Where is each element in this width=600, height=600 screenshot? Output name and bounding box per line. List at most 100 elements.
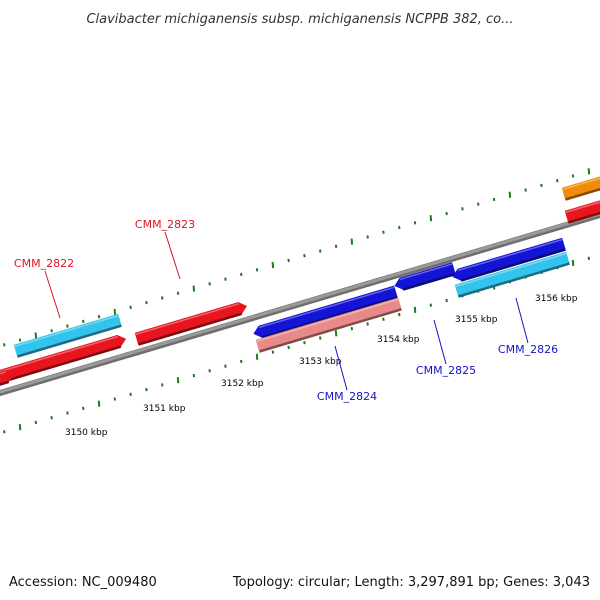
tick-label: 3152 kbp bbox=[221, 379, 264, 389]
tick-mark bbox=[161, 296, 164, 300]
tick-mark bbox=[66, 411, 69, 415]
tick-mark bbox=[508, 191, 512, 198]
tick-mark bbox=[398, 225, 401, 230]
tick-mark bbox=[587, 256, 591, 260]
tick-mark bbox=[255, 353, 259, 360]
accession-text: Accession: NC_009480 bbox=[9, 575, 157, 590]
gene-feature[interactable] bbox=[452, 237, 566, 282]
tick-label: 3156 kbp bbox=[535, 294, 578, 304]
gene-label[interactable]: CMM_2823 bbox=[135, 218, 195, 280]
gene-feature[interactable] bbox=[0, 370, 15, 386]
tick-mark bbox=[82, 319, 85, 324]
gene-label-text: CMM_2826 bbox=[498, 343, 558, 356]
gene-feature[interactable] bbox=[0, 334, 127, 383]
tick-mark bbox=[192, 373, 196, 378]
tick-mark bbox=[18, 338, 22, 342]
gene-feature[interactable] bbox=[454, 251, 570, 298]
tick-mark bbox=[413, 306, 417, 313]
tick-mark bbox=[350, 326, 354, 331]
tick-mark bbox=[50, 329, 53, 333]
tick-mark bbox=[271, 350, 275, 354]
tick-mark bbox=[366, 322, 369, 326]
tick-mark bbox=[445, 211, 448, 216]
tick-mark bbox=[382, 230, 385, 234]
tick-mark bbox=[413, 221, 417, 225]
gene-label-text: CMM_2824 bbox=[317, 390, 377, 403]
tick-mark bbox=[319, 249, 322, 253]
tick-mark bbox=[319, 336, 322, 340]
tick-mark bbox=[145, 300, 148, 305]
tick-mark bbox=[176, 377, 180, 384]
tick-mark bbox=[303, 254, 306, 258]
tick-mark bbox=[287, 345, 290, 350]
tick-mark bbox=[556, 179, 559, 183]
tick-mark bbox=[350, 238, 354, 245]
gene-label[interactable]: CMM_2822 bbox=[14, 257, 74, 319]
tick-mark bbox=[429, 303, 433, 307]
tick-mark bbox=[240, 272, 243, 277]
gene-label-text: CMM_2822 bbox=[14, 257, 74, 270]
tick-mark bbox=[287, 258, 290, 263]
tick-labels: 3150 kbp 3151 kbp 3152 kbp 3153 kbp 3154 kbp… bbox=[65, 294, 578, 438]
tick-mark bbox=[461, 207, 464, 211]
tick-mark bbox=[477, 202, 480, 206]
tick-mark bbox=[3, 430, 6, 434]
gene-label-text: CMM_2823 bbox=[135, 218, 195, 231]
tick-mark bbox=[97, 400, 101, 407]
tick-mark bbox=[208, 369, 211, 373]
tick-mark bbox=[571, 259, 575, 267]
tick-mark bbox=[429, 215, 433, 222]
tick-mark bbox=[97, 315, 101, 319]
backbone-line bbox=[0, 211, 600, 397]
gene-label[interactable]: CMM_2826 bbox=[498, 297, 558, 356]
gene-feature[interactable] bbox=[561, 175, 600, 201]
tick-mark bbox=[398, 312, 401, 317]
tick-mark bbox=[224, 364, 227, 368]
tick-label: 3153 kbp bbox=[299, 357, 342, 367]
tick-mark bbox=[129, 305, 132, 309]
tick-mark bbox=[161, 383, 164, 387]
tick-mark bbox=[445, 298, 448, 303]
tick-mark bbox=[113, 397, 117, 401]
tick-mark bbox=[587, 168, 591, 175]
tick-mark bbox=[18, 424, 22, 431]
tick-mark bbox=[240, 359, 243, 364]
feature-track bbox=[0, 175, 600, 386]
tick-mark bbox=[176, 291, 180, 295]
tick-mark bbox=[3, 343, 6, 347]
topology-text: Topology: circular; Length: 3,297,891 bp… bbox=[232, 575, 590, 590]
gene-feature[interactable] bbox=[394, 262, 456, 291]
tick-mark bbox=[208, 282, 211, 286]
gene-feature[interactable] bbox=[255, 297, 402, 353]
gene-feature[interactable] bbox=[253, 285, 398, 339]
tick-mark bbox=[82, 406, 85, 411]
tick-mark bbox=[145, 387, 148, 392]
tick-mark bbox=[192, 285, 196, 292]
tick-label: 3150 kbp bbox=[65, 428, 108, 438]
gene-feature[interactable] bbox=[13, 313, 122, 358]
tick-label: 3155 kbp bbox=[455, 315, 498, 325]
tick-mark bbox=[540, 183, 543, 188]
gene-feature[interactable] bbox=[134, 302, 248, 346]
tick-mark bbox=[492, 197, 496, 202]
gene-label[interactable]: CMM_2825 bbox=[416, 319, 476, 377]
tick-track-upper bbox=[3, 168, 591, 347]
tick-mark bbox=[66, 324, 69, 328]
gene-label-text: CMM_2825 bbox=[416, 364, 476, 377]
tick-label: 3154 kbp bbox=[377, 335, 420, 345]
tick-mark bbox=[334, 330, 338, 337]
tick-mark bbox=[271, 262, 275, 269]
tick-mark bbox=[224, 277, 227, 281]
tick-mark bbox=[255, 268, 259, 272]
tick-mark bbox=[571, 174, 575, 178]
tick-mark bbox=[303, 341, 306, 345]
gene-labels: CMM_2822 CMM_2823 CMM_2824 CMM_2825 CMM_2826 bbox=[14, 218, 558, 403]
gene-label[interactable]: CMM_2824 bbox=[317, 345, 377, 403]
tick-mark bbox=[50, 416, 53, 420]
gene-feature[interactable] bbox=[564, 199, 600, 224]
tick-mark bbox=[366, 235, 369, 239]
tick-mark bbox=[34, 420, 38, 425]
tick-mark bbox=[113, 308, 117, 316]
